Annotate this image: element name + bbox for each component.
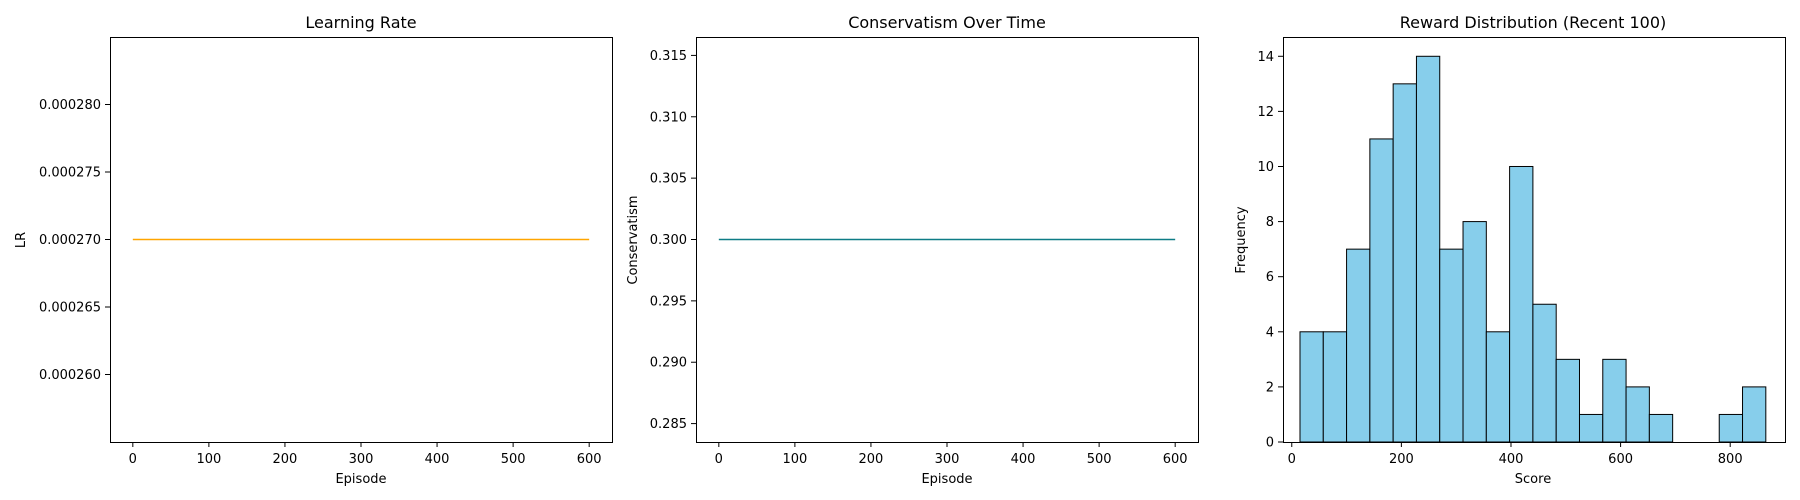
y-tick-label: 10 xyxy=(1257,160,1274,175)
x-tick-label: 400 xyxy=(1011,452,1036,467)
y-axis-label: Frequency xyxy=(1234,206,1249,273)
y-axis-label: Conservatism xyxy=(626,195,641,284)
y-tick-label: 0.315 xyxy=(650,49,687,64)
x-ticks: 0 100 200 300 400 500 600 xyxy=(715,442,1188,467)
y-tick-label: 6 xyxy=(1266,270,1274,285)
plot-frame xyxy=(110,37,613,443)
x-tick-label: 0 xyxy=(129,452,137,467)
x-tick-label: 100 xyxy=(196,452,221,467)
y-tick-label: 0 xyxy=(1266,436,1274,451)
x-ticks: 0 200 400 600 800 xyxy=(1288,442,1743,467)
y-tick-label: 0.000280 xyxy=(39,98,101,113)
panel-reward-distribution: Reward Distribution (Recent 100) 0 200 400… xyxy=(1234,13,1786,487)
histogram-bar xyxy=(1439,248,1464,443)
y-tick-label: 2 xyxy=(1266,380,1274,395)
panel-conservatism: Conservatism Over Time 0 100 200 300 400 500 6… xyxy=(626,13,1199,487)
y-tick-label: 12 xyxy=(1257,105,1274,120)
chart-title: Learning Rate xyxy=(305,13,416,32)
histogram-bar xyxy=(1392,83,1417,443)
y-tick-label: 0.000270 xyxy=(39,233,101,248)
histogram-bar xyxy=(1462,221,1487,443)
y-tick-label: 0.295 xyxy=(650,294,687,309)
y-tick-label: 8 xyxy=(1266,215,1274,230)
y-tick-label: 0.300 xyxy=(650,233,687,248)
x-tick-label: 500 xyxy=(501,452,526,467)
x-tick-label: 600 xyxy=(1163,452,1188,467)
y-tick-label: 0.310 xyxy=(650,110,687,125)
histogram-bar xyxy=(1578,413,1604,443)
plot-frame xyxy=(696,37,1199,443)
x-tick-label: 600 xyxy=(577,452,602,467)
histogram-bar xyxy=(1718,413,1744,443)
y-tick-label: 0.000260 xyxy=(39,368,101,383)
histogram-bar xyxy=(1602,358,1627,443)
x-ticks: 0 100 200 300 400 500 600 xyxy=(129,442,602,467)
y-ticks: 0.285 0.290 0.295 0.300 0.305 0.310 0.315 xyxy=(650,49,696,432)
y-axis-label: LR xyxy=(14,232,29,248)
x-tick-label: 800 xyxy=(1718,452,1743,467)
x-tick-label: 0 xyxy=(1288,452,1296,467)
y-tick-label: 0.305 xyxy=(650,172,687,187)
histogram-bar xyxy=(1369,138,1394,443)
histogram-bar xyxy=(1509,165,1534,443)
chart-title: Conservatism Over Time xyxy=(848,13,1046,32)
x-tick-label: 200 xyxy=(273,452,298,467)
histogram-bar xyxy=(1555,358,1580,443)
x-axis-label: Episode xyxy=(921,472,972,487)
y-tick-label: 0.000265 xyxy=(39,301,101,316)
histogram-bar xyxy=(1346,248,1371,443)
histogram-bar xyxy=(1415,55,1441,443)
y-tick-label: 0.285 xyxy=(650,417,687,432)
plot-marks xyxy=(1299,55,1767,443)
x-tick-label: 400 xyxy=(425,452,450,467)
y-tick-label: 0.000275 xyxy=(39,166,101,181)
x-axis-label: Episode xyxy=(335,472,386,487)
histogram-bar xyxy=(1322,331,1348,443)
histogram-bar xyxy=(1742,386,1767,443)
x-tick-label: 200 xyxy=(859,452,884,467)
histogram-bar xyxy=(1648,413,1674,443)
x-tick-label: 300 xyxy=(935,452,960,467)
x-tick-label: 200 xyxy=(1389,452,1414,467)
x-tick-label: 600 xyxy=(1608,452,1633,467)
y-ticks: 0 2 4 6 8 10 12 14 xyxy=(1257,50,1283,451)
y-tick-label: 4 xyxy=(1266,325,1274,340)
y-tick-label: 0.290 xyxy=(650,356,687,371)
y-tick-label: 14 xyxy=(1257,50,1274,65)
x-tick-label: 300 xyxy=(349,452,374,467)
x-tick-label: 0 xyxy=(715,452,723,467)
histogram-bar xyxy=(1299,331,1324,443)
histogram-bar xyxy=(1625,386,1650,443)
plot-frame xyxy=(1283,37,1786,443)
chart-title: Reward Distribution (Recent 100) xyxy=(1400,13,1667,32)
x-tick-label: 500 xyxy=(1087,452,1112,467)
x-tick-label: 100 xyxy=(782,452,807,467)
histogram-bar xyxy=(1532,303,1557,443)
y-ticks: 0.000260 0.000265 0.000270 0.000275 0.000280 xyxy=(39,98,110,383)
x-axis-label: Score xyxy=(1515,472,1551,487)
panel-learning-rate: Learning Rate 0 100 200 300 400 500 600 0.0002… xyxy=(14,13,613,487)
histogram-bar xyxy=(1485,331,1511,443)
x-tick-label: 400 xyxy=(1499,452,1524,467)
